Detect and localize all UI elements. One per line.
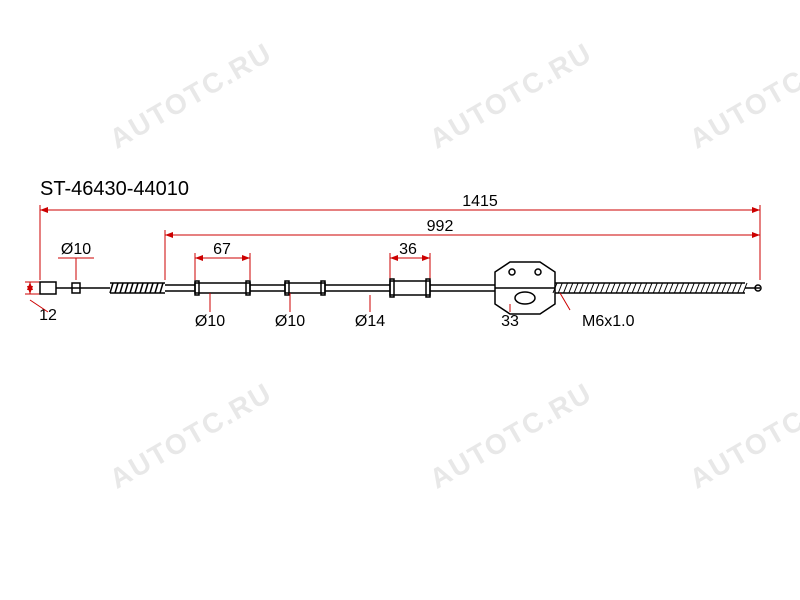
dim-label-1415: 1415 bbox=[462, 193, 498, 210]
dim-label-12: 12 bbox=[39, 307, 57, 324]
dim-label-36: 36 bbox=[399, 241, 417, 258]
technical-drawing: ST-46430-44010 1415 992 67 36 Ø10 12 bbox=[0, 0, 800, 600]
dim-label-dia10-1: Ø10 bbox=[61, 241, 91, 258]
end-fitting bbox=[40, 282, 56, 294]
dim-label-thread: M6x1.0 bbox=[582, 313, 635, 330]
dim-label-33: 33 bbox=[501, 313, 519, 330]
dim-label-dia10-2: Ø10 bbox=[195, 313, 225, 330]
sleeve-1 bbox=[195, 283, 250, 293]
dim-label-992: 992 bbox=[427, 218, 454, 235]
dim-label-dia10-3: Ø10 bbox=[275, 313, 305, 330]
spring-section-1 bbox=[110, 283, 165, 293]
part-number: ST-46430-44010 bbox=[40, 178, 189, 200]
dim-label-dia14: Ø14 bbox=[355, 313, 385, 330]
spring-2-coils bbox=[553, 283, 747, 293]
dim-label-67: 67 bbox=[213, 241, 231, 258]
mounting-bracket bbox=[495, 262, 555, 314]
sleeve-3 bbox=[390, 281, 430, 295]
sleeve-2 bbox=[285, 283, 325, 293]
